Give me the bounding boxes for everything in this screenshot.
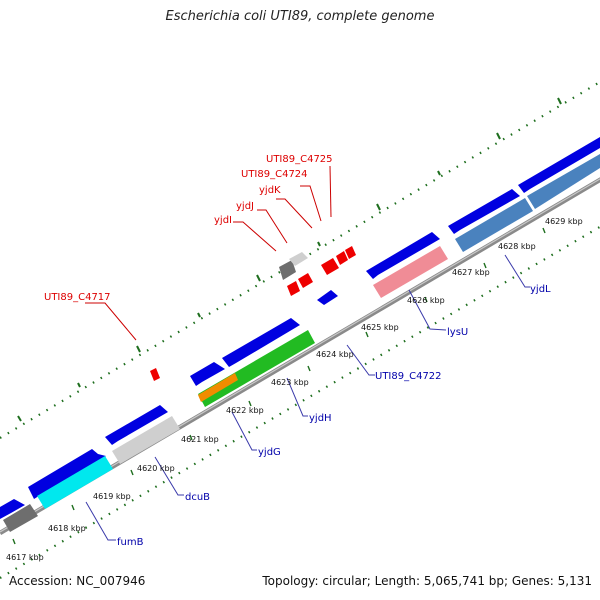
gene-arrow[interactable]	[518, 137, 600, 193]
gene-label[interactable]: yjdI	[214, 215, 232, 226]
tick-label: 4619 kbp	[93, 492, 131, 501]
gene-arrow[interactable]	[279, 260, 296, 280]
outer-ring-ticks	[17, 97, 562, 422]
gene-arrow[interactable]	[222, 318, 300, 367]
gene-arrow[interactable]	[527, 154, 600, 209]
gene-label[interactable]: yjdL	[530, 284, 551, 295]
gene-label[interactable]: yjdG	[258, 447, 281, 458]
gene-arrow[interactable]	[448, 189, 520, 234]
gene-arrow[interactable]	[37, 456, 113, 509]
gene-arrow[interactable]	[336, 251, 348, 265]
gene-label[interactable]: yjdK	[259, 185, 281, 196]
red-genes	[150, 246, 356, 381]
gene-arrow[interactable]	[3, 504, 38, 532]
tick-label: 4624 kbp	[316, 350, 354, 359]
tick-label: 4621 kbp	[181, 435, 219, 444]
tick-label: 4617 kbp	[6, 553, 44, 562]
tick-label: 4620 kbp	[137, 464, 175, 473]
tick-label: 4618 kbp	[48, 524, 86, 533]
accession-text: Accession: NC_007946	[9, 574, 146, 588]
gene-arrow[interactable]	[105, 405, 168, 445]
tick-label: 4623 kbp	[271, 378, 309, 387]
tick-label: 4625 kbp	[361, 323, 399, 332]
gene-label[interactable]: fumB	[117, 537, 144, 548]
inner-ticks	[12, 227, 546, 545]
tick-label: 4627 kbp	[452, 268, 490, 277]
gene-label[interactable]: UTI89_C4725	[266, 154, 333, 165]
blue-leaders	[85, 254, 530, 541]
inner-dotted-arc	[0, 225, 600, 579]
gene-arrow[interactable]	[317, 290, 338, 305]
reverse-genes	[3, 154, 600, 532]
gene-arrow[interactable]	[298, 273, 313, 288]
gene-arrow[interactable]	[321, 258, 339, 275]
gene-label[interactable]: lysU	[447, 327, 468, 338]
gene-arrow[interactable]	[150, 368, 160, 381]
red-gene-labels: UTI89_C4717 yjdI yjdJ yjdK UTI89_C4724 U…	[44, 154, 333, 303]
gene-label[interactable]: UTI89_C4724	[241, 169, 308, 180]
gene-arrow[interactable]	[373, 246, 448, 298]
gene-label[interactable]: yjdH	[309, 413, 332, 424]
gene-label[interactable]: UTI89_C4717	[44, 292, 111, 303]
tick-label: 4628 kbp	[498, 242, 536, 251]
tick-labels: 4617 kbp 4618 kbp 4619 kbp 4620 kbp 4621…	[6, 217, 583, 562]
red-leaders	[85, 165, 332, 341]
tick-label: 4626 kbp	[407, 296, 445, 305]
forward-genes	[0, 137, 600, 519]
blue-gene-labels: fumB dcuB yjdG yjdH UTI89_C4722 lysU yjd…	[117, 284, 551, 548]
gene-arrow[interactable]	[289, 252, 308, 266]
gene-label[interactable]: dcuB	[185, 492, 210, 503]
gene-arrow[interactable]	[345, 246, 356, 259]
gene-arrow[interactable]	[28, 449, 106, 499]
map-title: Escherichia coli UTI89, complete genome	[165, 9, 435, 24]
tick-label: 4622 kbp	[226, 406, 264, 415]
genome-summary-text: Topology: circular; Length: 5,065,741 bp…	[262, 574, 592, 588]
tick-label: 4629 kbp	[545, 217, 583, 226]
gene-arrow[interactable]	[0, 499, 25, 519]
gene-arrow[interactable]	[455, 198, 533, 252]
gene-label[interactable]: UTI89_C4722	[375, 371, 442, 382]
gene-arrow[interactable]	[198, 373, 238, 402]
gene-arrow[interactable]	[112, 416, 180, 464]
gene-arrow[interactable]	[366, 232, 440, 279]
gene-arrow[interactable]	[287, 281, 300, 296]
gene-arrow[interactable]	[198, 330, 315, 407]
gene-arrow[interactable]	[190, 362, 225, 386]
gene-label[interactable]: yjdJ	[236, 201, 254, 212]
